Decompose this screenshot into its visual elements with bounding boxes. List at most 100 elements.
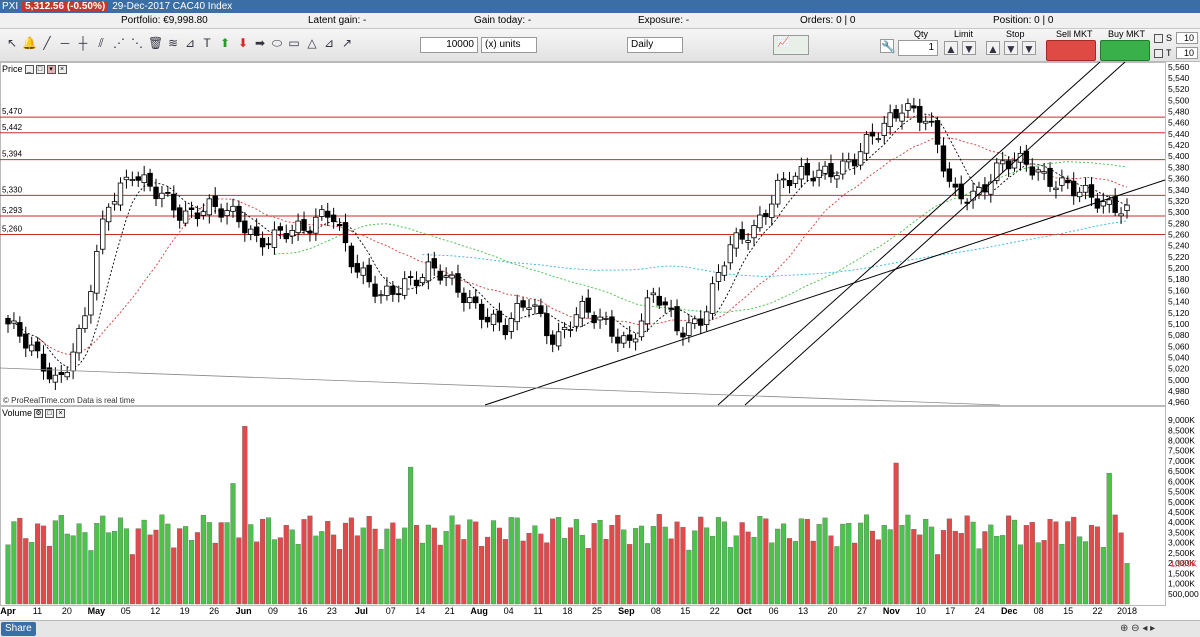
candle-body [846, 159, 852, 163]
volume-bar [23, 538, 29, 605]
rectangle-icon[interactable]: ▭ [288, 36, 300, 50]
limit-buy-icon[interactable]: ▲ [944, 41, 958, 56]
volume-bar [579, 535, 585, 605]
volume-bar [769, 542, 775, 605]
stop-sell-icon[interactable]: ▼ [1004, 41, 1018, 56]
panel-maximize-icon[interactable]: □ [35, 64, 45, 74]
candle-body [171, 193, 177, 211]
candle-body [378, 294, 384, 297]
volume-bar [76, 523, 82, 605]
volume-panel-header: Volume ⚙ □ × [0, 407, 66, 419]
stop-label: Stop [1006, 29, 1025, 39]
panel-config-icon[interactable]: ▾ [46, 64, 56, 74]
candle-body [1065, 179, 1071, 184]
candle-body [212, 195, 218, 207]
volume-bar [763, 518, 769, 605]
candle-body [111, 201, 118, 205]
candle-body [668, 307, 674, 310]
quantity-input[interactable]: 10000 [420, 37, 478, 53]
trendline-icon[interactable]: ╱ [43, 36, 51, 50]
volume-maximize-icon[interactable]: □ [45, 408, 55, 418]
vertical-line-icon[interactable]: ┼ [78, 36, 88, 50]
volume-bar [686, 549, 692, 605]
volume-bar [295, 544, 301, 605]
panel-close-icon[interactable]: × [57, 64, 67, 74]
t-input[interactable]: 10 [1176, 47, 1198, 59]
volume-bar [485, 536, 491, 605]
price-tick-label: 5,400 [1168, 151, 1190, 161]
share-button[interactable]: Share [1, 622, 36, 636]
volume-bar [538, 533, 544, 605]
wrench-icon[interactable]: 🔧 [880, 39, 896, 54]
buy-market-button[interactable] [1100, 40, 1150, 61]
x-axis-label: 24 [975, 606, 985, 616]
orders-count[interactable]: Orders: 0 | 0 [800, 15, 856, 26]
bell-alert-icon[interactable]: 🔔 [22, 36, 37, 50]
fibonacci-icon[interactable]: ≋ [167, 36, 179, 50]
volume-bar [561, 538, 568, 605]
channel-icon[interactable]: ⫽ [98, 36, 104, 50]
volume-bar [751, 536, 757, 605]
triangle-icon[interactable]: △ [307, 36, 317, 50]
candle-body [544, 313, 550, 337]
measure-icon[interactable]: ↗ [341, 36, 353, 50]
period-select[interactable]: Daily [627, 37, 683, 53]
x-axis-label: 27 [857, 606, 867, 616]
right-arrow-icon[interactable]: ➡ [254, 36, 266, 50]
sell-arrow-icon[interactable]: ⬇ [237, 36, 249, 50]
volume-panel-title: Volume [2, 408, 33, 418]
volume-bar [11, 521, 17, 605]
volume-close-icon[interactable]: × [56, 408, 66, 418]
ellipse-icon[interactable]: ⬭ [271, 36, 283, 50]
zoom-controls-icon[interactable]: ⊕ ⊖ ◂ ▸ [1120, 623, 1156, 634]
price-tick-label: 5,100 [1168, 319, 1190, 329]
candle-body [271, 229, 278, 248]
units-select[interactable]: (x) units [481, 37, 537, 53]
candle-body [390, 285, 396, 295]
volume-bar [727, 547, 733, 605]
t-checkbox[interactable] [1154, 49, 1163, 58]
x-axis-label: 13 [798, 606, 808, 616]
volume-bar [94, 523, 100, 605]
limit-sell-icon[interactable]: ▼ [962, 41, 976, 56]
exposure: Exposure: - [638, 15, 690, 26]
price-tick-label: 5,340 [1168, 185, 1190, 195]
candle-body [431, 258, 437, 269]
volume-wrench-icon[interactable]: ⚙ [34, 408, 44, 418]
x-axis-label: 26 [209, 606, 219, 616]
s-input[interactable]: 10 [1176, 32, 1198, 44]
volume-bar [419, 542, 425, 605]
delta-icon[interactable]: ⊿ [323, 36, 335, 50]
x-axis-label: 15 [680, 606, 690, 616]
qty-input[interactable]: 1 [898, 40, 938, 56]
regression-icon[interactable]: ⋱ [131, 36, 143, 50]
text-icon[interactable]: T [203, 36, 211, 50]
candle-body [875, 138, 882, 141]
horizontal-line-icon[interactable]: ─ [60, 36, 70, 50]
panel-minimize-icon[interactable]: _ [24, 64, 34, 74]
candle-body [396, 293, 402, 296]
gann-icon[interactable]: ⊿ [184, 36, 196, 50]
sell-market-button[interactable] [1046, 40, 1096, 61]
fan-icon[interactable]: ⋰ [113, 36, 125, 50]
volume-bar [283, 525, 289, 605]
cursor-icon[interactable]: ↖ [6, 36, 18, 50]
x-axis-label: Apr [0, 606, 16, 616]
volume-bar [141, 519, 147, 605]
trash-icon[interactable]: 🗑 [148, 36, 164, 50]
indicators-icon[interactable]: 📈 [773, 35, 809, 55]
candle-body [496, 310, 503, 323]
candle-body [1029, 166, 1035, 176]
stop-buy-icon[interactable]: ▲ [986, 41, 1000, 56]
volume-bar [449, 515, 455, 605]
buy-arrow-icon[interactable]: ⬆ [219, 36, 231, 50]
s-checkbox[interactable] [1154, 34, 1163, 43]
volume-bar [100, 515, 106, 605]
stop-extra-icon[interactable]: ▼ [1022, 41, 1036, 56]
volume-bar [786, 538, 793, 605]
volume-bar [396, 538, 402, 605]
channel-trendline-upper [717, 61, 1101, 406]
candle-body [621, 335, 627, 344]
position-count[interactable]: Position: 0 | 0 [993, 15, 1054, 26]
